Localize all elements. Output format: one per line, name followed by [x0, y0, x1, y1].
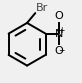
Text: O: O — [54, 46, 63, 56]
Text: Br: Br — [36, 3, 48, 13]
Text: −: − — [58, 47, 64, 56]
Text: N: N — [54, 29, 63, 39]
Text: +: + — [58, 26, 64, 35]
Text: O: O — [54, 11, 63, 21]
